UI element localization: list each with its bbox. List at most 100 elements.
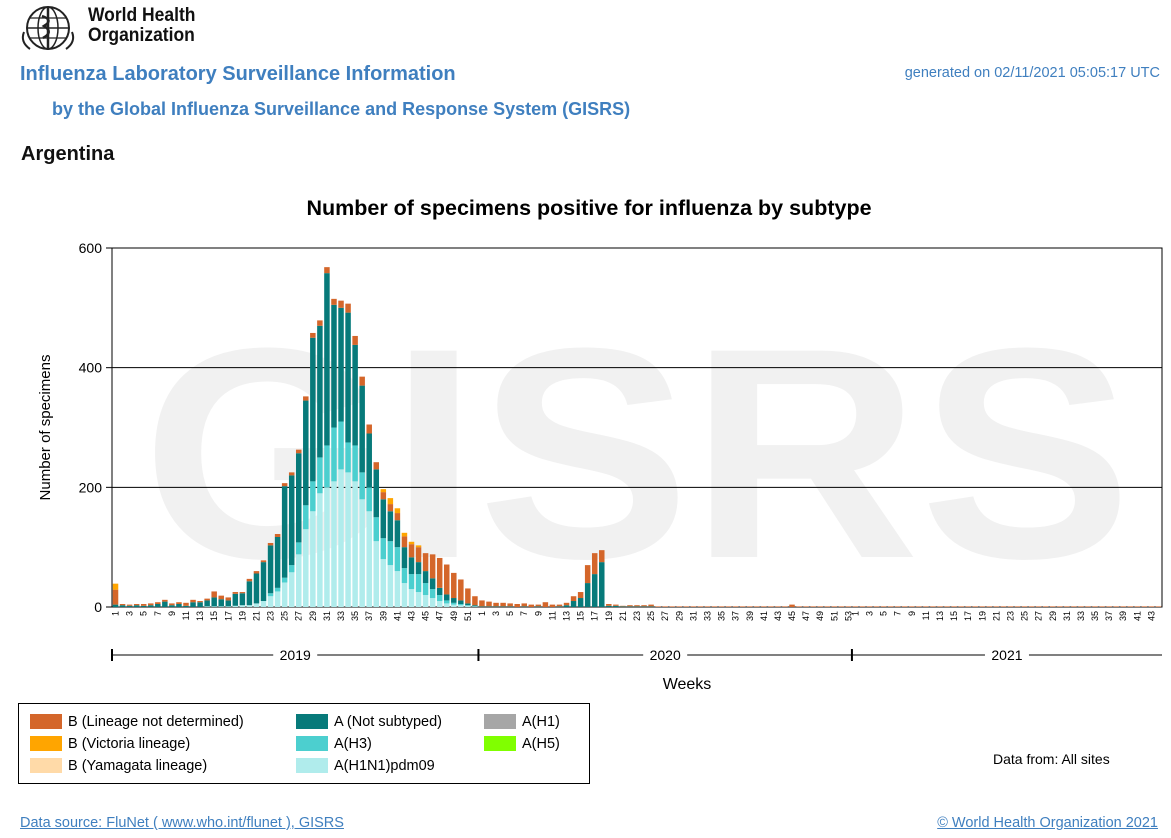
bar-segment (366, 511, 372, 607)
bar-segment (436, 601, 443, 607)
bar-segment (281, 582, 288, 607)
bar-segment (267, 545, 274, 594)
bar-segment (295, 453, 302, 543)
bar-segment (634, 605, 640, 607)
bar-segment (246, 605, 253, 607)
y-axis-label: Number of specimens (37, 355, 54, 501)
bar-segment (972, 606, 979, 608)
bar-segment (422, 571, 429, 584)
x-tick-label: 47 (435, 611, 445, 621)
bar-segment (429, 589, 436, 599)
y-tick-label: 0 (94, 599, 102, 615)
who-emblem-icon (21, 6, 75, 50)
bar-segment (789, 604, 795, 607)
bar-segment (112, 583, 119, 590)
bar-segment (281, 577, 288, 583)
bar-segment (958, 606, 964, 608)
x-tick-label: 13 (195, 611, 205, 621)
x-tick-label: 21 (251, 611, 261, 621)
x-tick-label: 35 (1090, 611, 1100, 621)
x-tick-label: 29 (308, 611, 318, 621)
legend-item-a-h1: A(H1) (484, 713, 560, 731)
bar-segment (747, 606, 753, 608)
bar-segment (1064, 606, 1070, 608)
legend-swatch (296, 714, 328, 729)
bar-segment (655, 606, 661, 608)
x-tick-label: 47 (801, 611, 811, 621)
bar-segment (239, 605, 246, 607)
bar-segment (422, 553, 429, 572)
bar-segment (162, 599, 168, 602)
bar-segment (387, 565, 394, 607)
bar-segment (366, 433, 372, 488)
bar-segment (880, 606, 887, 608)
x-tick-label: 7 (153, 611, 163, 616)
bar-segment (380, 492, 387, 500)
x-tick-label: 5 (879, 611, 889, 616)
bar-segment (965, 606, 971, 608)
bar-segment (472, 605, 478, 607)
bar-segment (253, 571, 260, 574)
bar-segment (443, 564, 450, 595)
bar-segment (556, 606, 563, 608)
bar-segment (1014, 606, 1021, 608)
data-source-link[interactable]: Data source: FluNet ( www.who.int/flunet… (20, 815, 344, 831)
bar-segment (436, 595, 443, 602)
bar-segment (648, 604, 654, 607)
x-tick-label: 23 (1005, 611, 1015, 621)
x-tick-label: 51 (829, 611, 839, 621)
x-tick-label: 29 (674, 611, 684, 621)
bar-segment (669, 606, 675, 608)
copyright-link[interactable]: © World Health Organization 2021 (937, 815, 1158, 831)
legend-label: B (Yamagata lineage) (68, 758, 208, 774)
x-tick-label: 9 (533, 611, 543, 616)
bar-segment (465, 603, 471, 606)
bar-segment (148, 603, 154, 606)
bar-segment (274, 587, 281, 592)
bar-segment (352, 344, 358, 446)
bar-segment (486, 606, 492, 608)
bar-segment (465, 605, 471, 606)
bar-segment (225, 600, 232, 607)
x-tick-label: 3 (125, 611, 135, 616)
x-tick-label: 23 (632, 611, 642, 621)
x-tick-label: 41 (759, 611, 769, 621)
x-tick-label: 17 (590, 611, 600, 621)
bar-segment (267, 593, 274, 597)
bar-segment (1050, 606, 1056, 608)
bar-segment (338, 421, 344, 470)
bar-segment (218, 606, 224, 608)
bar-segment (387, 511, 394, 542)
bar-segment (204, 600, 210, 607)
bar-segment (394, 547, 401, 572)
bar-segment (401, 547, 408, 569)
x-tick-label: 7 (893, 611, 903, 616)
bar-segment (662, 606, 668, 608)
bar-segment (443, 603, 450, 607)
bar-segment (422, 583, 429, 596)
bar-segment (549, 604, 556, 607)
bar-segment (641, 605, 647, 607)
bar-segment (324, 273, 330, 446)
bar-segment (479, 600, 485, 607)
x-tick-label: 13 (562, 611, 572, 621)
legend-label: A(H5) (522, 736, 560, 752)
bar-segment (648, 606, 654, 608)
bar-segment (528, 604, 535, 607)
x-tick-label: 15 (949, 611, 959, 621)
x-tick-label: 25 (646, 611, 656, 621)
bar-segment (1057, 606, 1063, 608)
bar-segment (1127, 606, 1134, 608)
bar-segment (281, 483, 288, 487)
bar-segment (288, 572, 295, 607)
bar-segment (613, 605, 619, 607)
x-tick-label: 31 (1062, 611, 1072, 621)
x-tick-label: 1 (850, 611, 860, 616)
bar-segment (162, 601, 168, 607)
bar-segment (535, 604, 542, 607)
bar-segment (119, 604, 126, 606)
bar-segment (754, 606, 760, 608)
bar-segment (310, 481, 316, 512)
bar-segment (408, 557, 415, 575)
bar-segment (387, 498, 394, 505)
